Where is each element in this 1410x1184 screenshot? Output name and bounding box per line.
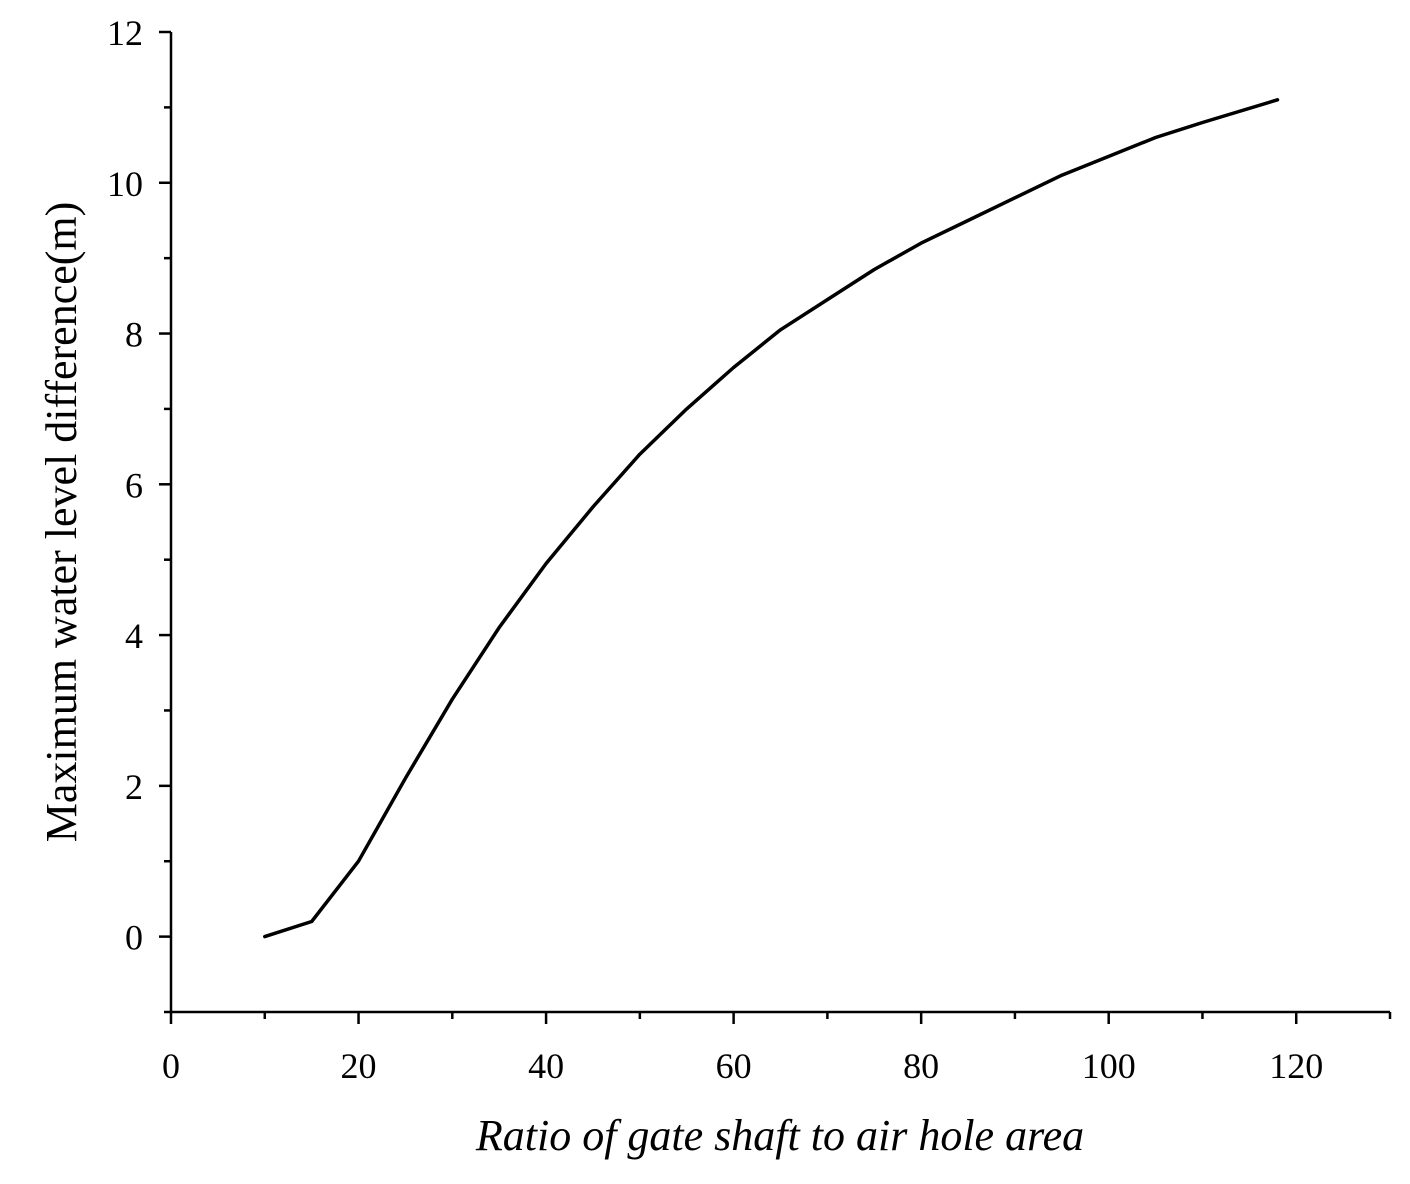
- y-tick-label: 4: [125, 616, 143, 656]
- series-line: [263, 98, 1280, 939]
- x-axis-title: Ratio of gate shaft to air hole area: [475, 1111, 1084, 1160]
- x-tick-label: 100: [1082, 1046, 1136, 1086]
- series-layer: [263, 98, 1280, 939]
- x-tick-label: 0: [162, 1046, 180, 1086]
- x-tick-label: 60: [716, 1046, 752, 1086]
- y-tick-label: 10: [107, 164, 143, 204]
- y-tick-label: 2: [125, 767, 143, 807]
- x-tick-label: 120: [1269, 1046, 1323, 1086]
- y-axis-title: Maximum water level difference(m): [37, 202, 86, 843]
- x-tick-label: 40: [528, 1046, 564, 1086]
- x-tick-label: 20: [341, 1046, 377, 1086]
- axes: [169, 32, 1390, 1014]
- y-tick-label: 12: [107, 13, 143, 53]
- y-axis-ticks: 0 2 4 6 8 10 12: [107, 13, 171, 1014]
- x-axis-ticks: 0 20 40 60 80 100 120: [162, 1012, 1392, 1086]
- y-tick-label: 8: [125, 315, 143, 355]
- y-tick-label: 0: [125, 918, 143, 958]
- x-tick-label: 80: [903, 1046, 939, 1086]
- y-tick-label: 6: [125, 465, 143, 505]
